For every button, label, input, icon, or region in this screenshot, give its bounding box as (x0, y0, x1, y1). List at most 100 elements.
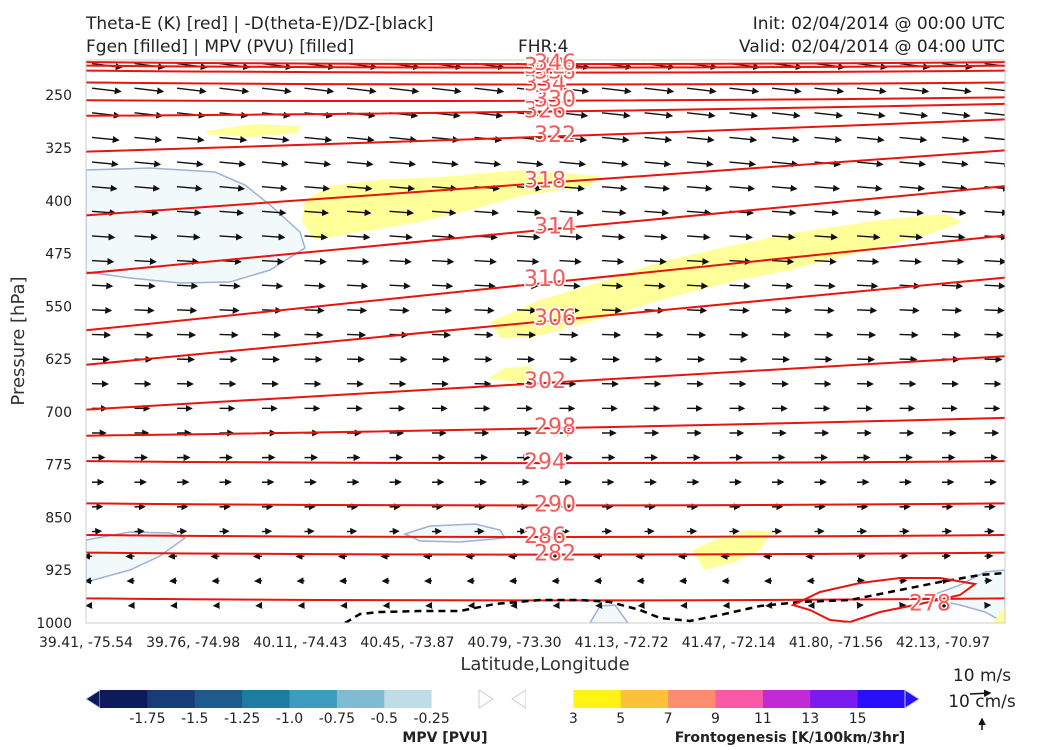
wind-vector (304, 160, 332, 168)
mpv-region-lower-left (86, 531, 187, 583)
theta-e-contour-294 (86, 460, 1005, 465)
wind-vector (219, 160, 247, 168)
wind-vector (644, 233, 668, 241)
wind-vector (771, 306, 793, 314)
wind-vector (261, 160, 289, 168)
wind-vector (134, 331, 154, 339)
wind-vector (176, 160, 204, 168)
wind-vector (771, 87, 802, 95)
theta-e-contour-338 (86, 69, 1005, 74)
theta-e-label-342: 342 (524, 55, 566, 80)
wind-vector (984, 306, 1005, 314)
fgen-swatch-0 (526, 690, 574, 708)
theta-e-contour-330 (86, 96, 1005, 103)
theta-e-label-322: 322 (534, 123, 576, 148)
wind-vector (261, 233, 286, 241)
wind-vector (431, 282, 454, 290)
x-tick-label-2: 40.11, -74.43 (253, 635, 347, 651)
y-tick-label-475: 475 (45, 247, 72, 263)
wind-vector (941, 306, 963, 314)
y-tick-label-550: 550 (45, 299, 72, 315)
wind-vector (559, 160, 587, 168)
wind-vector (814, 257, 837, 265)
wind-vector (474, 87, 505, 95)
fgen-swatch-3 (668, 690, 716, 708)
wind-vector (346, 282, 369, 290)
y-axis: 250 325 400 475 550 625 700 775 850 925 1000 (36, 88, 72, 632)
wind-vector (601, 282, 624, 290)
theta-e-label-298: 298 (534, 415, 576, 440)
wind-vector (644, 184, 671, 192)
wind-vector (729, 184, 756, 192)
wind-vector (771, 257, 795, 265)
wind-vector (559, 184, 586, 192)
wind-vector (856, 257, 880, 265)
wind-vector (516, 184, 543, 192)
wind-vector (516, 331, 537, 339)
y-tick-label-850: 850 (45, 510, 72, 526)
wind-vector (686, 87, 717, 95)
theta-e-label-318: 318 (524, 169, 566, 194)
wind-vector (771, 184, 798, 192)
plot-frame (85, 59, 1006, 624)
wind-vector (686, 136, 715, 143)
wind-vector (516, 233, 541, 241)
wind-vector (814, 111, 844, 119)
theta-e-contour-318 (86, 149, 1005, 217)
wind-vector (899, 331, 919, 339)
y-tick-label-325: 325 (45, 141, 72, 157)
wind-vector (389, 209, 415, 217)
wind-vector (601, 209, 627, 217)
theta-e-label-290: 290 (534, 492, 576, 517)
wind-vector (304, 184, 331, 192)
wind-vector (346, 233, 371, 241)
wind-vector (559, 136, 588, 143)
wind-vector (814, 87, 845, 95)
fgen-region-upper-small (205, 124, 300, 137)
wind-vector (176, 233, 201, 241)
fgen-swatch-7 (857, 690, 906, 708)
fgen-colorbar: 3 5 7 9 11 13 15 (511, 689, 920, 727)
theta-e-label-310: 310 (524, 267, 566, 292)
wind-vector (91, 233, 116, 241)
wind-vector (729, 331, 749, 339)
mpv-swatch-6 (384, 690, 433, 708)
wind-vector (771, 209, 797, 217)
wind-vector (261, 257, 285, 265)
theta-e-contours (86, 61, 1005, 602)
fgen-left-arrow (511, 689, 527, 709)
theta-e-contour-278-loop (790, 577, 978, 623)
wind-vector (91, 184, 118, 192)
wind-vector (91, 306, 113, 314)
wind-vector (856, 184, 883, 192)
wind-vector (261, 87, 292, 95)
wind-vector (304, 87, 335, 95)
theta-e-label-302: 302 (524, 369, 566, 394)
wind-vector (899, 306, 920, 314)
theta-e-label-314: 314 (534, 214, 576, 239)
wind-vector (601, 233, 626, 241)
wind-vector (134, 282, 156, 290)
wind-vector (686, 282, 709, 290)
wind-vector (941, 160, 969, 168)
wind-vector (389, 87, 420, 95)
wind-vector (389, 282, 411, 290)
wind-vector (601, 87, 632, 95)
wind-vector (856, 331, 877, 339)
fgen-tick-3: 9 (711, 711, 720, 727)
wind-vector (814, 331, 834, 339)
wind-vector (771, 233, 796, 241)
fgen-swatch-5 (762, 690, 811, 708)
theta-e-label-286: 286 (524, 524, 566, 549)
wind-vector (644, 282, 666, 290)
plot-background (86, 60, 1005, 623)
wind-vector (686, 111, 716, 119)
wind-vector (516, 87, 547, 95)
y-tick-label-775: 775 (45, 458, 72, 474)
wind-vector (91, 160, 119, 168)
wind-vector (644, 111, 674, 119)
theta-e-contour-298 (86, 416, 1005, 437)
mpv-colorbar-label: MPV [PVU] (402, 730, 487, 746)
wind-vector (219, 306, 240, 314)
